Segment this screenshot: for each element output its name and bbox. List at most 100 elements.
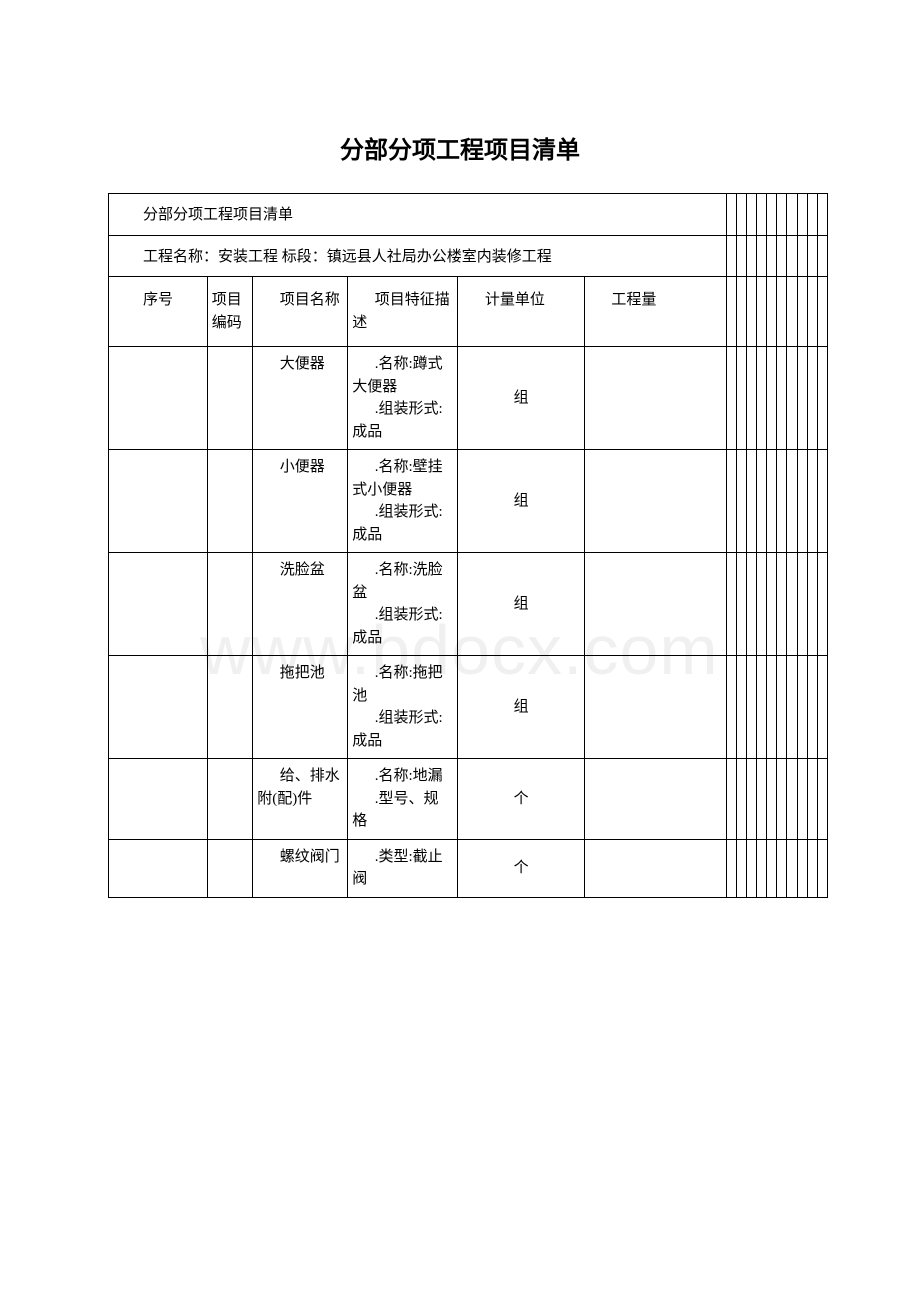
tiny-col-cell [787,450,797,553]
cell-feature: .名称:拖把池.组装形式:成品 [348,656,458,759]
tiny-col-cell [787,277,797,347]
tiny-col-cell [726,553,736,656]
feature-line: .组装形式:成品 [352,707,453,752]
feature-line: .型号、规格 [352,788,453,833]
tiny-col-cell [726,347,736,450]
tiny-col-cell [777,347,787,450]
tiny-col-cell [767,277,777,347]
tiny-col-cell [807,347,817,450]
tiny-col-cell [757,347,767,450]
tiny-col-cell [757,450,767,553]
tiny-col-cell [736,277,746,347]
cell-seq [109,553,208,656]
tiny-col-cell [746,450,756,553]
cell-qty [584,553,726,656]
cell-qty [584,450,726,553]
cell-feature: .名称:洗脸盆.组装形式:成品 [348,553,458,656]
tiny-col-cell [726,277,736,347]
tiny-col-cell [797,194,807,236]
header-name-text: 项目名称 [257,289,343,312]
project-name-cell: 工程名称：安装工程 标段：镇远县人社局办公楼室内装修工程 [109,235,727,277]
tiny-col-cell [807,235,817,277]
cell-code [207,450,253,553]
table-row: 螺纹阀门.类型:截止阀个 [109,839,828,897]
project-name-text: 工程名称：安装工程 标段：镇远县人社局办公楼室内装修工程 [113,246,722,269]
cell-qty [584,759,726,840]
cell-name: 洗脸盆 [253,553,348,656]
tiny-col-cell [746,839,756,897]
tiny-col-cell [797,839,807,897]
tiny-col-cell [746,759,756,840]
tiny-col-cell [807,277,817,347]
header-code: 项目编码 [207,277,253,347]
tiny-col-cell [767,553,777,656]
tiny-col-cell [736,235,746,277]
tiny-col-cell [817,553,827,656]
tiny-col-cell [757,235,767,277]
cell-feature: .名称:壁挂式小便器.组装形式:成品 [348,450,458,553]
tiny-col-cell [767,347,777,450]
header-seq: 序号 [109,277,208,347]
tiny-col-cell [817,656,827,759]
header-unit: 计量单位 [458,277,585,347]
tiny-col-cell [736,839,746,897]
tiny-col-cell [807,553,817,656]
tiny-col-cell [797,450,807,553]
cell-seq [109,347,208,450]
tiny-col-cell [797,235,807,277]
table-row: 大便器.名称:蹲式大便器.组装形式:成品组 [109,347,828,450]
cell-qty [584,347,726,450]
feature-line: .名称:拖把池 [352,662,453,707]
tiny-col-cell [726,450,736,553]
header-feature: 项目特征描述 [348,277,458,347]
tiny-col-cell [797,277,807,347]
table-row: 洗脸盆.名称:洗脸盆.组装形式:成品组 [109,553,828,656]
cell-seq [109,656,208,759]
tiny-col-cell [777,759,787,840]
cell-seq [109,450,208,553]
cell-name: 螺纹阀门 [253,839,348,897]
tiny-col-cell [817,235,827,277]
cell-unit: 组 [458,553,585,656]
table-row: 小便器.名称:壁挂式小便器.组装形式:成品组 [109,450,828,553]
header-name: 项目名称 [253,277,348,347]
cell-unit: 个 [458,839,585,897]
feature-line: .组装形式:成品 [352,501,453,546]
tiny-col-cell [726,235,736,277]
tiny-col-cell [757,656,767,759]
cell-name-text: 小便器 [257,456,343,479]
tiny-col-cell [757,277,767,347]
tiny-col-cell [787,656,797,759]
tiny-col-cell [757,759,767,840]
tiny-col-cell [767,194,777,236]
tiny-col-cell [777,839,787,897]
tiny-col-cell [736,194,746,236]
tiny-col-cell [746,347,756,450]
cell-name-text: 大便器 [257,353,343,376]
cell-name: 给、排水附(配)件 [253,759,348,840]
tiny-col-cell [797,656,807,759]
table-row: 给、排水附(配)件.名称:地漏.型号、规格个 [109,759,828,840]
cell-qty [584,839,726,897]
cell-unit: 个 [458,759,585,840]
feature-line: .组装形式:成品 [352,604,453,649]
cell-code [207,839,253,897]
tiny-col-cell [726,839,736,897]
cell-feature: .类型:截止阀 [348,839,458,897]
tiny-col-cell [767,839,777,897]
tiny-col-cell [736,656,746,759]
feature-line: .类型:截止阀 [352,846,453,891]
tiny-col-cell [736,553,746,656]
feature-line: .组装形式:成品 [352,398,453,443]
tiny-col-cell [807,759,817,840]
header-code-text: 项目编码 [212,292,242,331]
cell-code [207,347,253,450]
tiny-col-cell [797,553,807,656]
tiny-col-cell [746,277,756,347]
cell-seq [109,839,208,897]
tiny-col-cell [817,450,827,553]
tiny-col-cell [787,553,797,656]
tiny-col-cell [777,656,787,759]
tiny-col-cell [757,194,767,236]
project-list-table: 分部分项工程项目清单工程名称：安装工程 标段：镇远县人社局办公楼室内装修工程序号… [108,193,828,898]
